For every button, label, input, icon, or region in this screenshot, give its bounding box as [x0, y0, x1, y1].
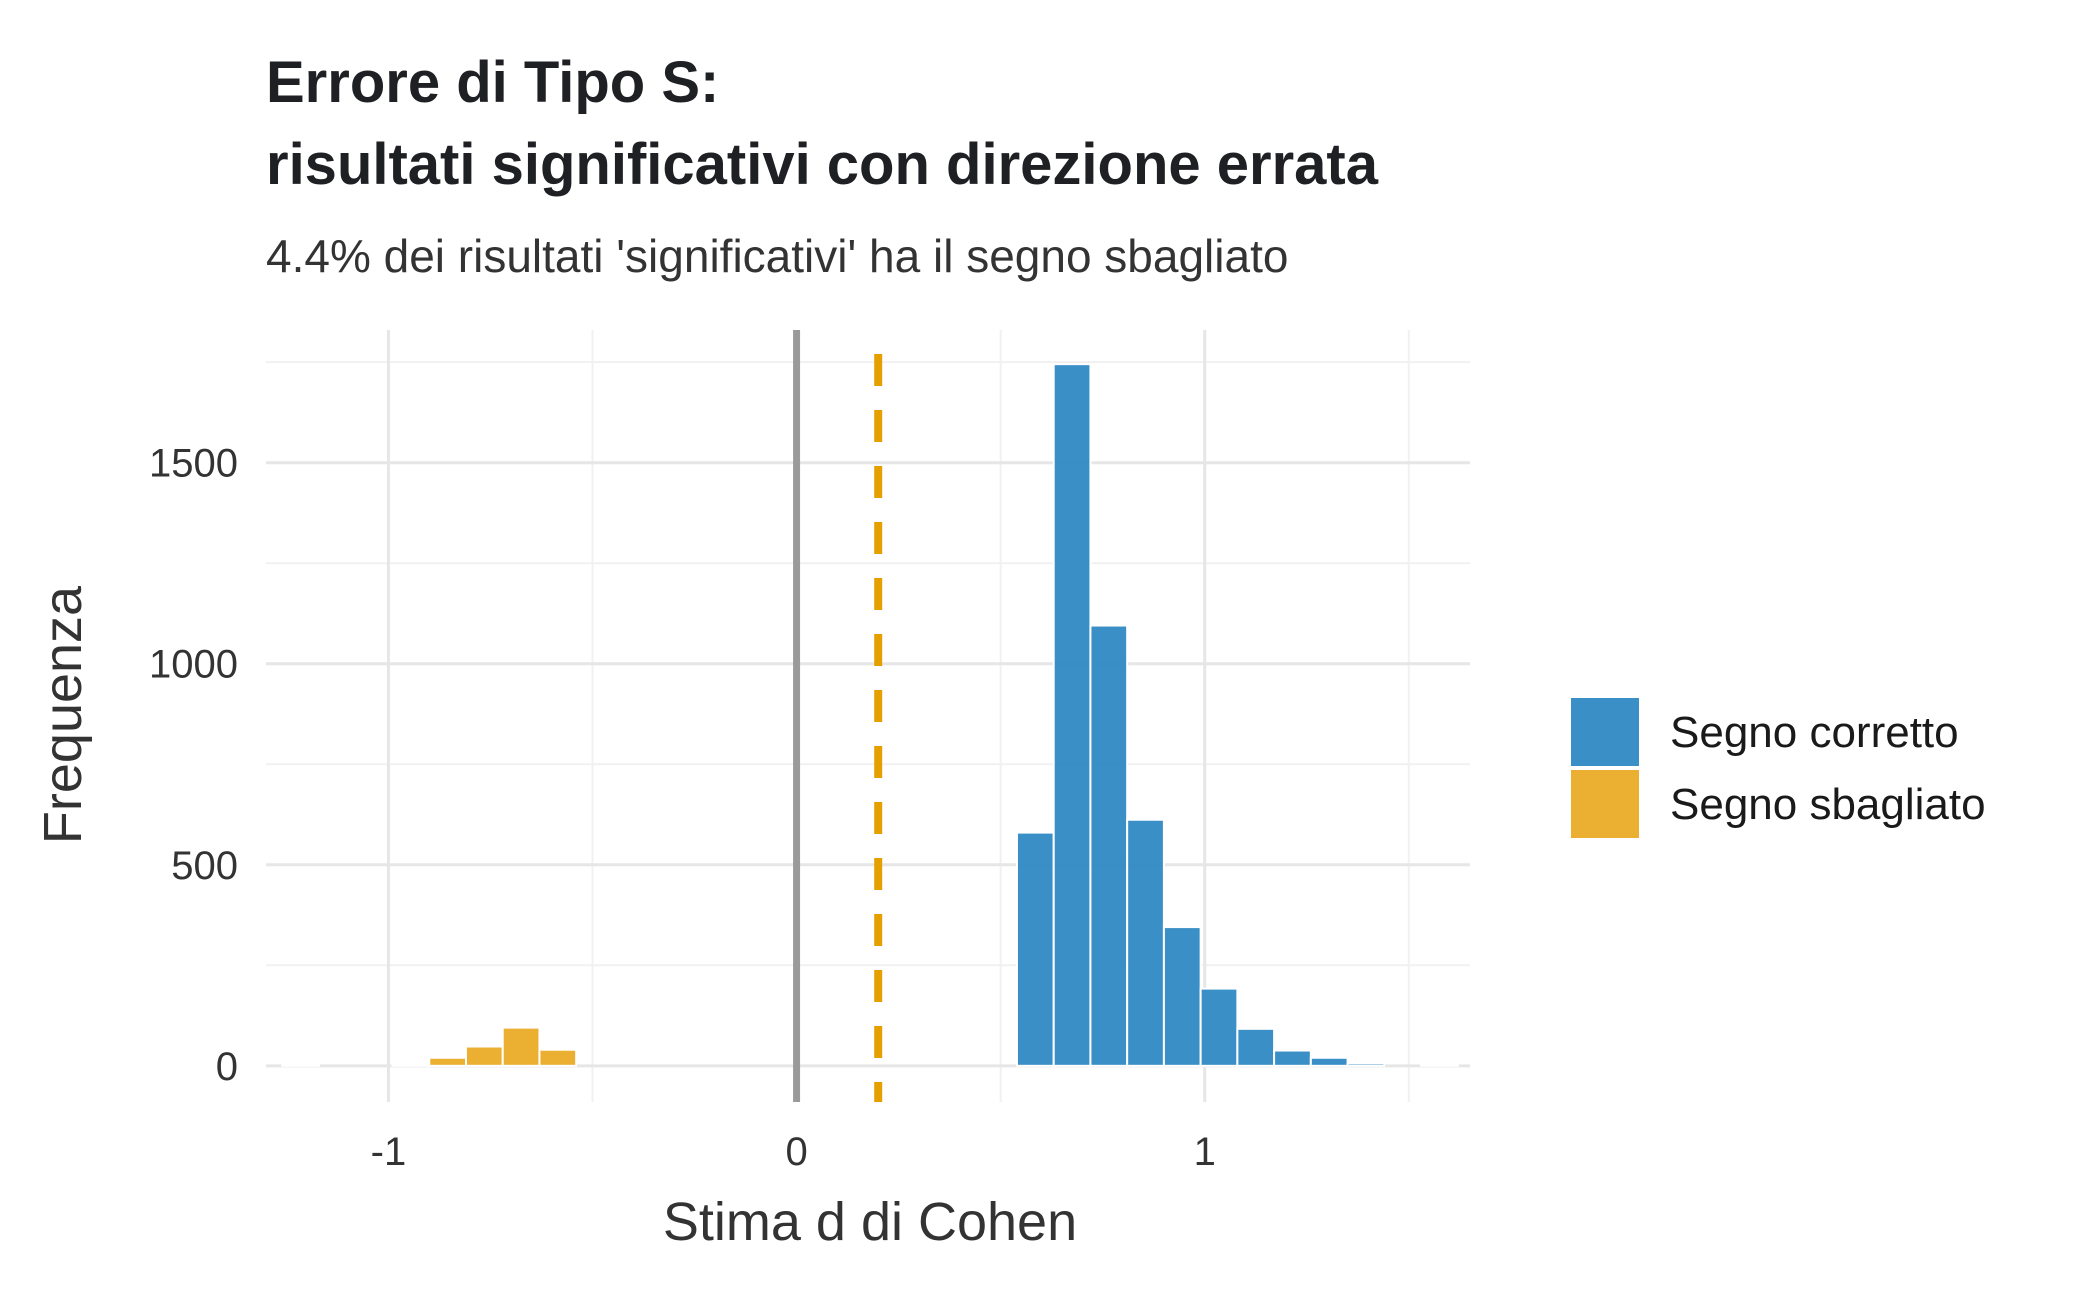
x-axis-title: Stima d di Cohen [663, 1192, 1077, 1252]
reference-lines [793, 330, 883, 1102]
x-axis-ticks: -1 0 1 [371, 1130, 1216, 1174]
chart-title: Errore di Tipo S: risultati significativ… [266, 42, 1378, 206]
histogram-bar [1015, 831, 1055, 1067]
histogram-bar [1089, 624, 1129, 1067]
legend-label: Segno sbagliato [1670, 780, 1986, 829]
histogram-bars [281, 363, 1459, 1067]
histogram-bar [1420, 1064, 1459, 1067]
histogram-bar [1236, 1027, 1276, 1067]
histogram-bar [1273, 1049, 1312, 1067]
x-tick-label: 0 [785, 1130, 807, 1174]
chart-title-line-1: Errore di Tipo S: [266, 50, 720, 115]
histogram-bar [428, 1056, 467, 1067]
legend-label: Segno corretto [1670, 708, 1959, 757]
y-tick-label: 1000 [149, 643, 238, 687]
histogram-bar [1346, 1062, 1386, 1067]
chart-subtitle: 4.4% dei risultati 'significativi' ha il… [266, 230, 1289, 282]
y-axis-title: Frequenza [33, 585, 93, 844]
y-tick-label: 500 [171, 844, 238, 888]
grid-lines [266, 330, 1470, 1102]
histogram-bar [1052, 363, 1092, 1067]
x-tick-label: -1 [371, 1130, 407, 1174]
histogram-bar [538, 1048, 578, 1067]
histogram-bar [501, 1026, 541, 1067]
histogram-bar [391, 1062, 431, 1067]
histogram-bar [281, 1064, 321, 1067]
histogram-bar [1309, 1056, 1349, 1067]
histogram-bar [1162, 926, 1202, 1067]
histogram-bar [1126, 818, 1165, 1067]
legend-swatch [1569, 696, 1641, 768]
histogram-bar [464, 1045, 504, 1067]
y-tick-label: 0 [216, 1045, 238, 1089]
y-axis-ticks: 0 500 1000 1500 [149, 442, 238, 1089]
chart-title-line-2: risultati significativi con direzione er… [266, 132, 1378, 197]
x-tick-label: 1 [1194, 1130, 1216, 1174]
legend-swatch [1569, 768, 1641, 840]
legend: Segno corretto Segno sbagliato [1569, 696, 1986, 840]
histogram-bar [1199, 987, 1239, 1067]
y-tick-label: 1500 [149, 442, 238, 486]
